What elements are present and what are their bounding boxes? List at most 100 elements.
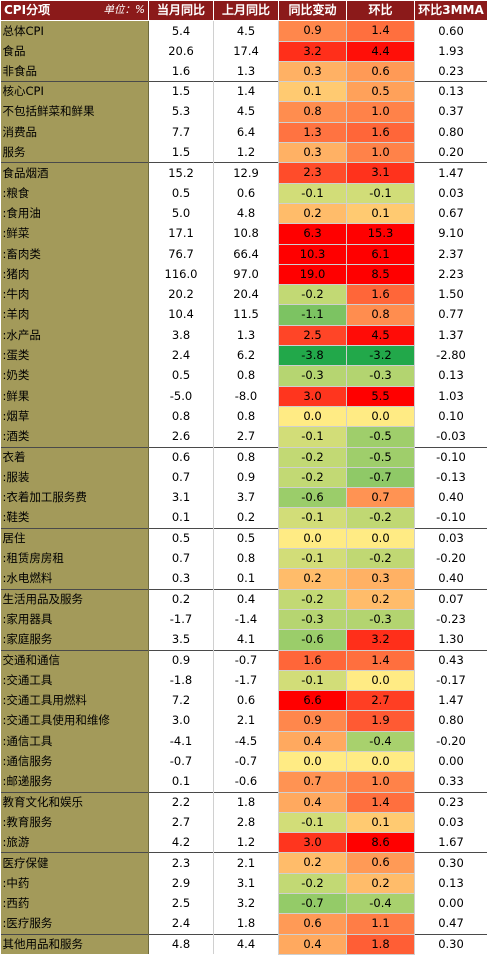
- row-label: :水电燃料: [1, 569, 149, 589]
- cell-prev-yoy: 4.1: [214, 630, 279, 650]
- cell-yoy-change: -0.7: [279, 894, 347, 914]
- cell-current-yoy: 0.5: [149, 528, 214, 548]
- cell-mom: 6.1: [347, 244, 415, 264]
- cell-yoy-change: 3.2: [279, 41, 347, 61]
- cell-yoy-change: 2.3: [279, 163, 347, 183]
- cell-mom: -0.2: [347, 508, 415, 528]
- cell-yoy-change: 0.4: [279, 731, 347, 751]
- row-label: 非食品: [1, 61, 149, 81]
- cell-current-yoy: 0.9: [149, 650, 214, 670]
- cell-mom: 1.0: [347, 102, 415, 122]
- cell-mom: -0.5: [347, 427, 415, 447]
- cell-current-yoy: 1.5: [149, 143, 214, 163]
- cell-current-yoy: 2.4: [149, 346, 214, 366]
- cell-mom-3mma: -2.80: [415, 346, 487, 366]
- cell-prev-yoy: 17.4: [214, 41, 279, 61]
- header-col-yoy-change: 同比变动: [279, 1, 347, 21]
- row-label: 消费品: [1, 122, 149, 142]
- cell-mom: 0.0: [347, 670, 415, 690]
- cell-mom: -0.4: [347, 894, 415, 914]
- cell-mom-3mma: 1.50: [415, 285, 487, 305]
- cell-yoy-change: 0.8: [279, 102, 347, 122]
- row-label: :中药: [1, 873, 149, 893]
- row-label: :羊肉: [1, 305, 149, 325]
- cell-prev-yoy: 0.6: [214, 691, 279, 711]
- cell-yoy-change: 0.3: [279, 143, 347, 163]
- cell-mom-3mma: 0.47: [415, 914, 487, 934]
- cell-current-yoy: 10.4: [149, 305, 214, 325]
- cell-yoy-change: -0.2: [279, 447, 347, 467]
- cell-yoy-change: 0.9: [279, 21, 347, 41]
- cell-prev-yoy: 4.8: [214, 203, 279, 223]
- cell-prev-yoy: -0.6: [214, 772, 279, 792]
- cell-prev-yoy: 1.4: [214, 82, 279, 102]
- cell-mom-3mma: 1.67: [415, 833, 487, 853]
- cell-yoy-change: 10.3: [279, 244, 347, 264]
- cell-prev-yoy: 0.1: [214, 569, 279, 589]
- row-label: 总体CPI: [1, 21, 149, 41]
- cell-mom-3mma: -0.03: [415, 427, 487, 447]
- cell-yoy-change: -0.2: [279, 589, 347, 609]
- row-label: :家用器具: [1, 609, 149, 629]
- cell-mom: 0.1: [347, 812, 415, 832]
- cell-mom: 1.4: [347, 792, 415, 812]
- row-label: :医疗服务: [1, 914, 149, 934]
- cell-mom: 1.0: [347, 143, 415, 163]
- cell-mom: 0.0: [347, 751, 415, 771]
- row-label: :烟草: [1, 406, 149, 426]
- cell-prev-yoy: 1.8: [214, 792, 279, 812]
- cell-mom-3mma: 0.80: [415, 711, 487, 731]
- cell-yoy-change: 6.3: [279, 224, 347, 244]
- cell-prev-yoy: -0.7: [214, 650, 279, 670]
- row-label: :蛋类: [1, 346, 149, 366]
- cell-yoy-change: 0.2: [279, 203, 347, 223]
- cell-current-yoy: 2.7: [149, 812, 214, 832]
- cell-yoy-change: 3.0: [279, 833, 347, 853]
- cell-current-yoy: 7.2: [149, 691, 214, 711]
- cell-mom-3mma: 2.23: [415, 264, 487, 284]
- cell-yoy-change: 3.0: [279, 386, 347, 406]
- cell-mom-3mma: 0.23: [415, 61, 487, 81]
- cell-mom-3mma: 0.00: [415, 751, 487, 771]
- cell-yoy-change: -0.2: [279, 285, 347, 305]
- cell-prev-yoy: -4.5: [214, 731, 279, 751]
- header-col-mom: 环比: [347, 1, 415, 21]
- cell-mom-3mma: 0.00: [415, 894, 487, 914]
- cell-yoy-change: 0.6: [279, 914, 347, 934]
- cell-mom-3mma: 0.37: [415, 102, 487, 122]
- row-label: :酒类: [1, 427, 149, 447]
- cell-mom: -0.3: [347, 366, 415, 386]
- cell-yoy-change: 0.3: [279, 61, 347, 81]
- cell-prev-yoy: 2.8: [214, 812, 279, 832]
- row-label: :水产品: [1, 325, 149, 345]
- cell-mom: 15.3: [347, 224, 415, 244]
- header-label-cell: CPI分项 单位：%: [1, 1, 149, 21]
- header-label: CPI分项: [4, 3, 50, 17]
- cell-mom-3mma: -0.17: [415, 670, 487, 690]
- cell-yoy-change: 0.1: [279, 82, 347, 102]
- cell-mom-3mma: 0.13: [415, 366, 487, 386]
- row-label: :畜肉类: [1, 244, 149, 264]
- cell-current-yoy: -0.7: [149, 751, 214, 771]
- cell-mom-3mma: 0.77: [415, 305, 487, 325]
- cell-mom-3mma: 1.47: [415, 163, 487, 183]
- cell-mom: 8.6: [347, 833, 415, 853]
- cell-mom: 4.5: [347, 325, 415, 345]
- cell-mom-3mma: 1.37: [415, 325, 487, 345]
- cell-mom-3mma: 0.67: [415, 203, 487, 223]
- cell-prev-yoy: 0.2: [214, 508, 279, 528]
- cell-mom: -3.2: [347, 346, 415, 366]
- cell-current-yoy: 3.0: [149, 711, 214, 731]
- cell-yoy-change: 0.4: [279, 792, 347, 812]
